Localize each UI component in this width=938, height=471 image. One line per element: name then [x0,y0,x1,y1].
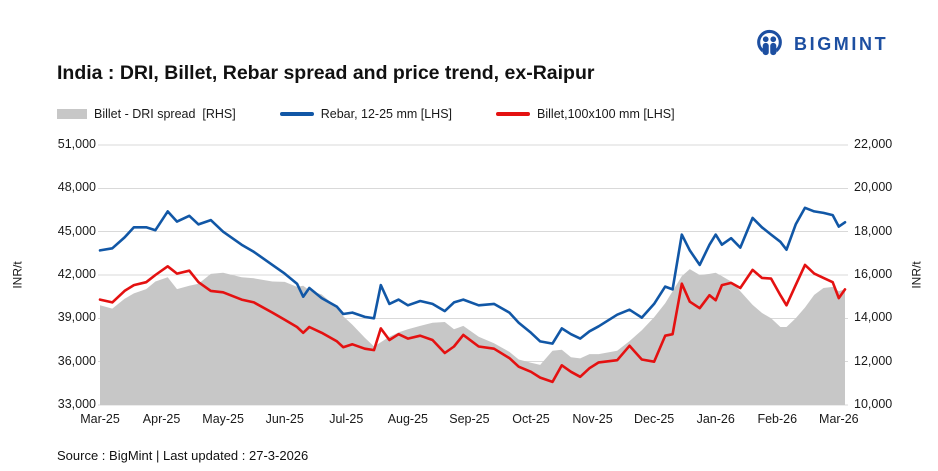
x-axis-tick-4: Jul-25 [329,412,364,426]
x-axis-tick-7: Oct-25 [512,412,550,426]
bigmint-logo: BIGMINT [753,28,888,61]
left-axis-tick-4: 39,000 [57,310,96,325]
billet-line [98,263,847,384]
legend-item-2: Billet,100x100 mm [LHS] [496,107,675,121]
legend-swatch-0 [57,109,87,119]
x-axis-tick-11: Feb-26 [757,412,798,426]
right-axis-title: INR/t [909,261,924,289]
x-axis-tick-3: Jun-25 [265,412,304,426]
page-title: India : DRI, Billet, Rebar spread and pr… [57,62,595,84]
legend-item-1: Rebar, 12-25 mm [LHS] [279,107,453,121]
chart-legend: Billet - DRI spread [RHS] Rebar, 12-25 mm… [57,107,675,121]
bigmint-logo-text: BIGMINT [794,34,889,54]
legend-label-1: Rebar, 12-25 mm [LHS] [320,107,453,121]
left-axis-tick-0: 51,000 [57,137,96,151]
right-axis-tick-4: 14,000 [854,310,893,325]
x-axis-tick-1: Apr-25 [142,412,181,426]
legend-label-0: Billet - DRI spread [RHS] [94,107,236,121]
left-axis-tick-3: 42,000 [57,267,96,281]
x-axis-tick-10: Jan-26 [696,412,735,426]
left-axis-tick-2: 45,000 [57,223,96,238]
right-axis-tick-3: 16,000 [854,267,893,281]
legend-swatch-1 [279,112,314,116]
legend-label-2: Billet,100x100 mm [LHS] [537,107,675,121]
left-axis-title: INR/t [10,261,25,289]
right-axis-tick-6: 10,000 [854,397,893,411]
legend-item-0: Billet - DRI spread [RHS] [57,107,236,121]
right-axis-tick-2: 18,000 [854,223,893,238]
right-axis-tick-1: 20,000 [854,180,893,195]
left-axis-tick-5: 36,000 [57,353,96,368]
source-note: Source : BigMint | Last updated : 27-3-2… [57,448,309,463]
right-axis-tick-5: 12,000 [854,353,893,368]
x-axis-tick-6: Sep-25 [449,412,490,426]
x-axis-tick-12: Mar-26 [819,412,859,426]
x-axis-tick-9: Dec-25 [633,412,675,426]
left-axis-tick-1: 48,000 [57,180,96,195]
left-axis-tick-6: 33,000 [57,397,96,411]
bigmint-logo-icon [757,29,782,57]
x-axis-tick-5: Aug-25 [387,412,428,426]
x-axis-tick-0: Mar-25 [80,412,120,426]
rebar-line [98,206,847,345]
right-axis-tick-0: 22,000 [854,137,893,151]
x-axis-tick-8: Nov-25 [572,412,613,426]
spread-area [100,269,845,405]
x-axis-tick-2: May-25 [202,412,244,426]
legend-swatch-2 [496,112,531,116]
